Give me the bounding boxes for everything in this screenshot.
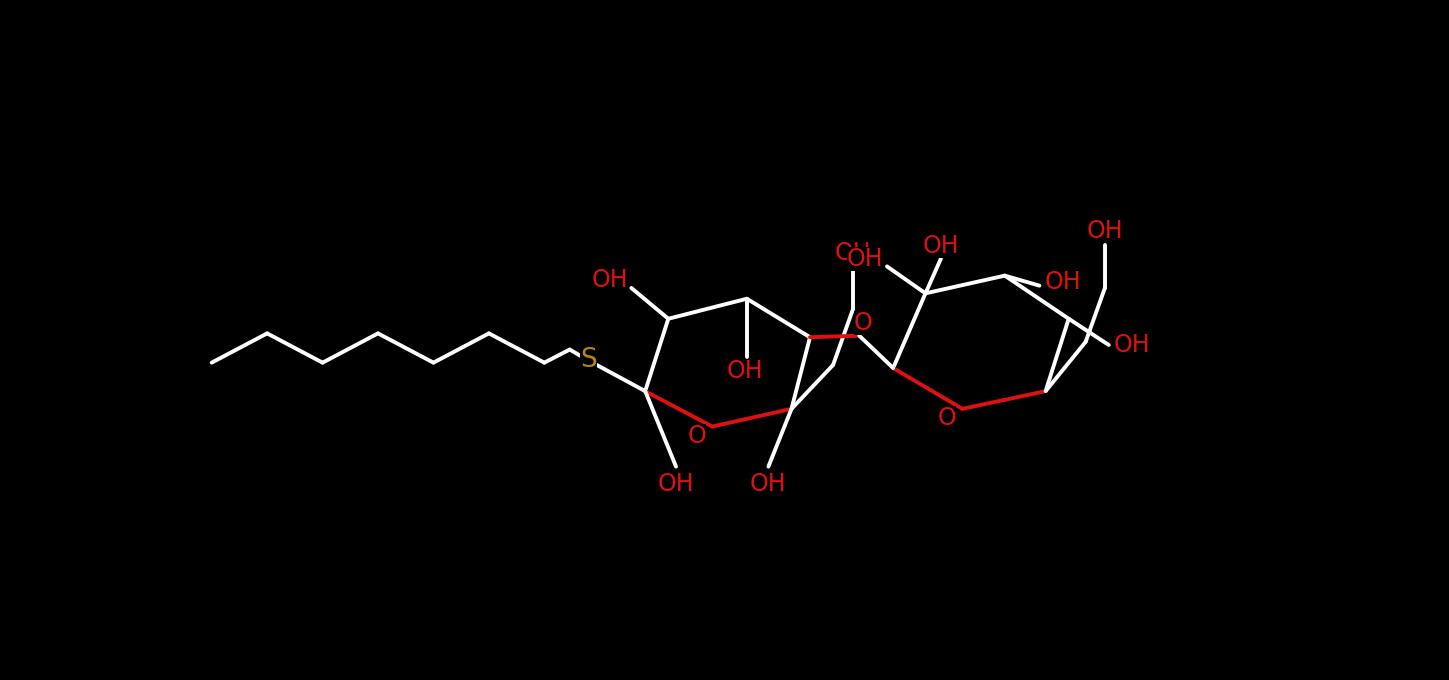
Text: OH: OH <box>923 234 959 258</box>
Text: OH: OH <box>848 247 884 271</box>
Text: O: O <box>853 311 872 335</box>
Text: OH: OH <box>751 471 787 496</box>
Text: OH: OH <box>658 471 694 496</box>
Text: OH: OH <box>1045 270 1081 294</box>
Text: O: O <box>687 424 706 448</box>
Text: OH: OH <box>835 241 871 265</box>
Text: OH: OH <box>1087 219 1123 243</box>
Text: OH: OH <box>591 268 627 292</box>
Text: O: O <box>938 406 956 430</box>
Text: S: S <box>580 347 597 373</box>
Text: OH: OH <box>727 359 764 383</box>
Text: OH: OH <box>1113 333 1151 357</box>
